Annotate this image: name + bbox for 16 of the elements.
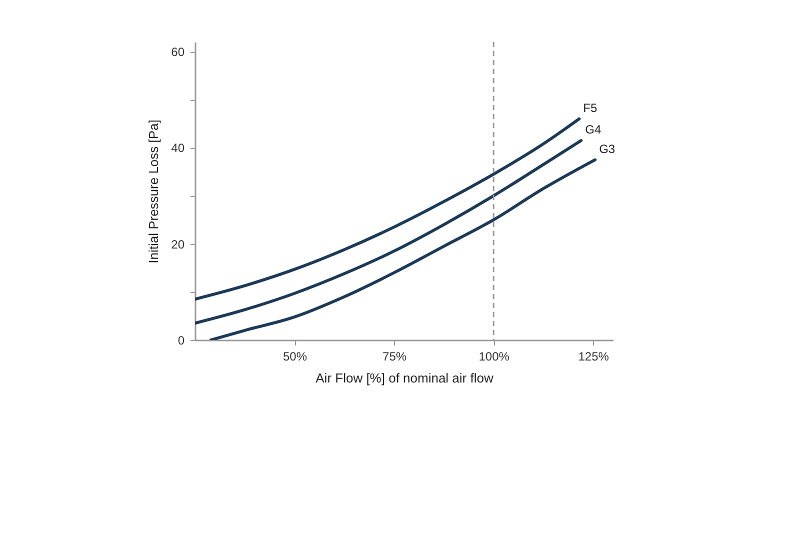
y-tick-label: 0 bbox=[178, 334, 185, 348]
y-tick-label: 20 bbox=[171, 237, 185, 252]
line-series bbox=[195, 117, 581, 301]
x-tick-label: 75% bbox=[382, 350, 407, 364]
series-label: G3 bbox=[599, 142, 616, 156]
x-tick-label: 50% bbox=[283, 350, 308, 364]
x-tick-label: 125% bbox=[578, 350, 610, 364]
x-tick-label: 100% bbox=[478, 350, 510, 364]
line-series bbox=[209, 158, 597, 340]
y-tick-label: 60 bbox=[171, 45, 185, 60]
x-axis-title: Air Flow [%] of nominal air flow bbox=[316, 370, 494, 386]
series-label: F5 bbox=[583, 100, 598, 115]
series-label: G4 bbox=[585, 122, 602, 137]
y-axis-title: Initial Pressure Loss [Pa] bbox=[146, 120, 162, 264]
y-tick-label: 40 bbox=[171, 141, 185, 156]
line-series bbox=[195, 139, 583, 325]
